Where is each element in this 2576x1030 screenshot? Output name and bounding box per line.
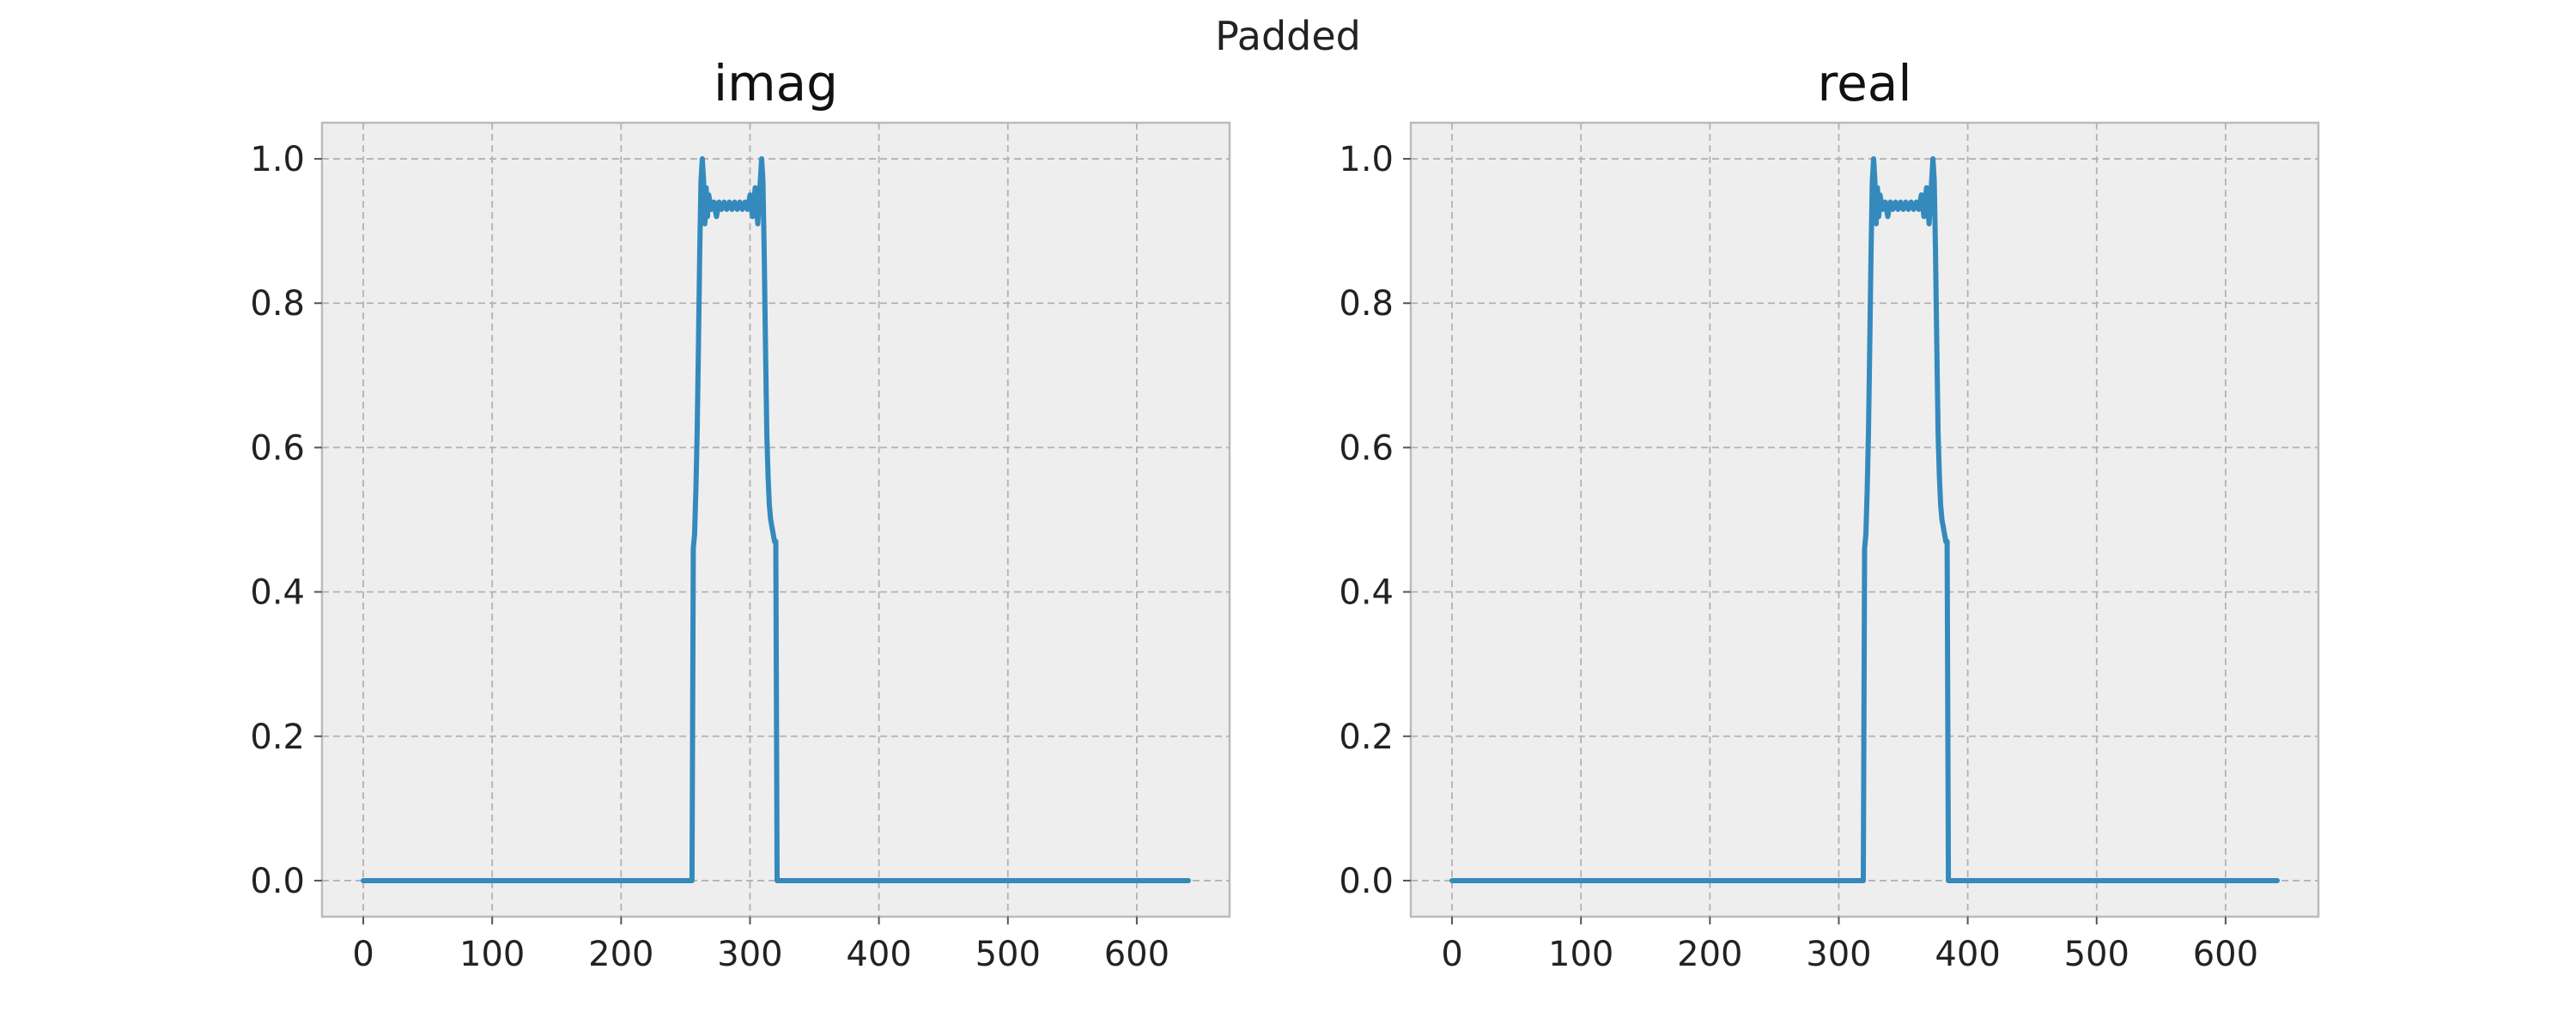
- y-tick-label: 0.2: [1339, 718, 1394, 757]
- series-line: [1449, 156, 2280, 883]
- x-tick-label: 100: [459, 935, 525, 974]
- x-tick-label: 100: [1548, 935, 1613, 974]
- y-tick-label: 1.0: [250, 140, 305, 179]
- chart-title: imag: [714, 54, 838, 112]
- y-tick-label: 0.4: [250, 573, 305, 613]
- y-tick-label: 0.8: [250, 284, 305, 324]
- y-tick-label: 0.0: [250, 862, 305, 901]
- y-tick-label: 0.4: [1339, 573, 1394, 613]
- x-tick-label: 300: [1806, 935, 1871, 974]
- x-tick-label: 200: [1677, 935, 1742, 974]
- series-line: [361, 156, 1191, 883]
- y-tick-label: 0.6: [1339, 428, 1394, 468]
- x-tick-label: 200: [588, 935, 653, 974]
- y-tick-label: 0.2: [250, 718, 305, 757]
- chart-panel-real: real 0 100 200 300 400 500 600 0.0 0.2 0.4 0.6 0.8 1…: [1339, 54, 2320, 974]
- x-tick-label: 400: [1935, 935, 2000, 974]
- x-tick-label: 500: [2064, 935, 2129, 974]
- x-tick-label: 0: [1441, 935, 1462, 974]
- figure-suptitle: Padded: [1215, 13, 1361, 59]
- x-tick-label: 0: [352, 935, 374, 974]
- y-tick-label: 0.8: [1339, 284, 1394, 324]
- chart-title: real: [1818, 54, 1912, 112]
- x-tick-label: 300: [717, 935, 782, 974]
- chart-panel-imag: imag 0 100 200 300 400 500 600 0.0 0.2 0.4 0.6 0.8 1…: [250, 54, 1231, 974]
- y-tick-label: 1.0: [1339, 140, 1394, 179]
- x-tick-label: 600: [2193, 935, 2258, 974]
- x-tick-label: 500: [975, 935, 1041, 974]
- x-tick-label: 400: [846, 935, 911, 974]
- x-tick-label: 600: [1104, 935, 1170, 974]
- y-tick-label: 0.0: [1339, 862, 1394, 901]
- y-tick-label: 0.6: [250, 428, 305, 468]
